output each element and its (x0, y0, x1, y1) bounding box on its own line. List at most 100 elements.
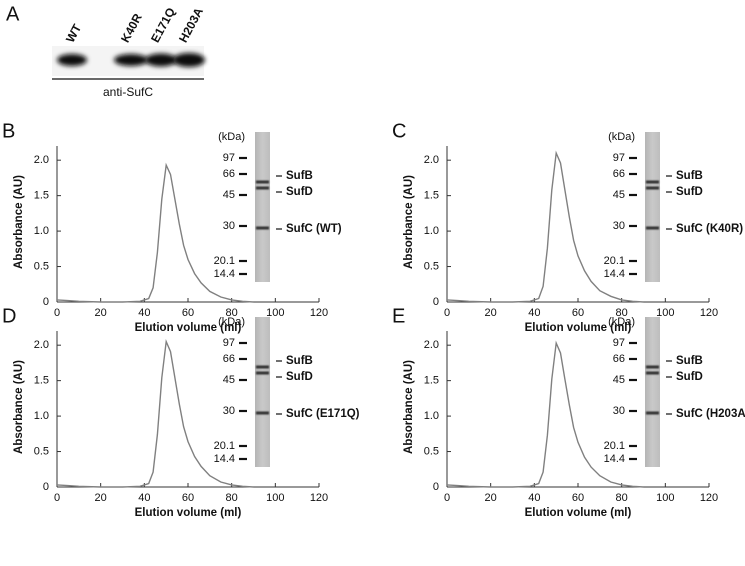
lane-label: H203A (176, 5, 206, 45)
gel-lane (255, 132, 270, 282)
y-tick-label: 0.5 (424, 260, 439, 272)
panel-label: C (392, 120, 406, 142)
marker-label: 30 (223, 405, 235, 417)
blot-band (57, 54, 87, 66)
elution-curve (56, 338, 254, 488)
gel-unit: (kDa) (218, 131, 245, 143)
marker-label: 14.4 (214, 268, 235, 280)
band-label: SufB (286, 355, 313, 367)
x-tick-label: 120 (310, 492, 328, 504)
y-tick-label: 2.0 (424, 154, 439, 166)
marker-label: 66 (613, 353, 625, 365)
gel-band (646, 226, 659, 230)
gel-unit: (kDa) (608, 316, 635, 328)
band-label: SufD (676, 186, 703, 198)
gel-band (646, 371, 659, 375)
marker-label: 97 (613, 152, 625, 164)
elution-curve (446, 150, 644, 303)
gel-band (256, 411, 269, 415)
x-axis-label: Elution volume (ml) (525, 322, 632, 334)
y-tick-label: 2.0 (424, 339, 439, 351)
x-tick-label: 20 (485, 492, 497, 504)
gel-band (256, 226, 269, 230)
marker-label: 20.1 (604, 255, 625, 267)
marker-label: 14.4 (214, 453, 235, 465)
band-label: SufB (286, 170, 313, 182)
marker-label: 97 (613, 337, 625, 349)
x-axis-label: Elution volume (ml) (135, 322, 242, 334)
marker-label: 66 (223, 168, 235, 180)
band-label: SufC (E171Q) (286, 408, 360, 420)
marker-label: 97 (223, 152, 235, 164)
y-tick-label: 0 (43, 481, 49, 493)
y-axis-label: Absorbance (AU) (13, 360, 25, 454)
gel-unit: (kDa) (608, 131, 635, 143)
marker-label: 45 (223, 374, 235, 386)
gel-band (256, 186, 269, 190)
elution-curve (446, 340, 644, 488)
lane-label: WT (63, 21, 84, 45)
y-axis-label: Absorbance (AU) (13, 175, 25, 269)
y-tick-label: 1.0 (34, 225, 49, 237)
x-tick-label: 60 (182, 307, 194, 319)
band-label: SufD (286, 371, 313, 383)
lane-label: E171Q (148, 5, 178, 45)
x-tick-label: 60 (572, 492, 584, 504)
gel-band (256, 180, 269, 184)
x-tick-label: 100 (656, 307, 674, 319)
x-tick-label: 80 (616, 307, 628, 319)
x-tick-label: 100 (266, 492, 284, 504)
x-tick-label: 60 (182, 492, 194, 504)
gel-unit: (kDa) (218, 316, 245, 328)
marker-label: 45 (223, 189, 235, 201)
gel-band (256, 365, 269, 369)
marker-label: 14.4 (604, 268, 625, 280)
marker-label: 66 (223, 353, 235, 365)
x-tick-label: 40 (138, 307, 150, 319)
x-axis-label: Elution volume (ml) (525, 507, 632, 519)
band-label: SufC (WT) (286, 223, 342, 235)
x-tick-label: 0 (54, 307, 60, 319)
lane-label: K40R (118, 11, 145, 45)
marker-label: 97 (223, 337, 235, 349)
elution-curve (56, 162, 254, 303)
gel-band (646, 411, 659, 415)
x-tick-label: 0 (54, 492, 60, 504)
y-tick-label: 0 (433, 296, 439, 308)
panel-label: E (392, 305, 405, 327)
y-tick-label: 0 (433, 481, 439, 493)
band-label: SufB (676, 170, 703, 182)
marker-label: 30 (613, 405, 625, 417)
x-tick-label: 20 (95, 307, 107, 319)
y-tick-label: 0.5 (424, 445, 439, 457)
y-tick-label: 2.0 (34, 339, 49, 351)
marker-label: 45 (613, 189, 625, 201)
y-tick-label: 0.5 (34, 260, 49, 272)
x-tick-label: 40 (138, 492, 150, 504)
x-tick-label: 120 (310, 307, 328, 319)
x-tick-label: 0 (444, 492, 450, 504)
band-label: SufC (K40R) (676, 223, 743, 235)
gel-band (256, 371, 269, 375)
y-tick-label: 1.0 (34, 410, 49, 422)
gel-band (646, 365, 659, 369)
x-tick-label: 80 (226, 307, 238, 319)
marker-label: 30 (613, 220, 625, 232)
marker-label: 45 (613, 374, 625, 386)
x-tick-label: 120 (700, 492, 718, 504)
y-tick-label: 0.5 (34, 445, 49, 457)
marker-label: 30 (223, 220, 235, 232)
x-tick-label: 80 (616, 492, 628, 504)
x-tick-label: 0 (444, 307, 450, 319)
x-tick-label: 40 (528, 307, 540, 319)
band-label: SufC (H203A) (676, 408, 745, 420)
x-tick-label: 60 (572, 307, 584, 319)
y-tick-label: 1.5 (34, 375, 49, 387)
blot-band (173, 53, 205, 67)
gel-band (646, 186, 659, 190)
panel-label: B (2, 120, 15, 142)
y-tick-label: 1.0 (424, 225, 439, 237)
y-axis-label: Absorbance (AU) (403, 360, 415, 454)
marker-label: 66 (613, 168, 625, 180)
